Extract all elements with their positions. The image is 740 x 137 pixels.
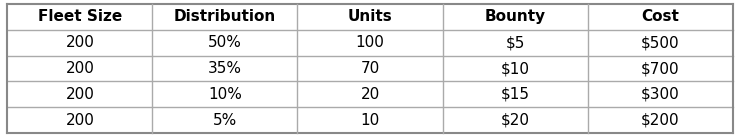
Text: 20: 20 [360, 87, 380, 102]
Text: Bounty: Bounty [485, 9, 545, 25]
Bar [443, 4, 588, 30]
Text: 200: 200 [65, 61, 95, 76]
Bar [7, 56, 152, 81]
Text: Distribution: Distribution [174, 9, 276, 25]
Bar [7, 4, 152, 30]
Bar [588, 107, 733, 133]
Text: $10: $10 [500, 61, 530, 76]
Text: 200: 200 [65, 112, 95, 128]
Bar [152, 81, 297, 107]
Bar [588, 56, 733, 81]
Bar [7, 30, 152, 56]
Text: 200: 200 [65, 87, 95, 102]
Bar [443, 107, 588, 133]
Text: $20: $20 [500, 112, 530, 128]
Bar [443, 30, 588, 56]
Text: 10: 10 [360, 112, 380, 128]
Bar [443, 81, 588, 107]
Text: $200: $200 [641, 112, 679, 128]
Bar [588, 81, 733, 107]
Text: 5%: 5% [213, 112, 237, 128]
Text: Fleet Size: Fleet Size [38, 9, 122, 25]
Text: 100: 100 [355, 35, 385, 50]
Bar [152, 4, 297, 30]
Text: $300: $300 [641, 87, 679, 102]
Bar [297, 107, 443, 133]
Bar [152, 56, 297, 81]
Bar [297, 4, 443, 30]
Bar [152, 30, 297, 56]
Text: 35%: 35% [208, 61, 242, 76]
Text: 10%: 10% [208, 87, 242, 102]
Text: $5: $5 [505, 35, 525, 50]
Bar [297, 81, 443, 107]
Text: Cost: Cost [641, 9, 679, 25]
Text: 200: 200 [65, 35, 95, 50]
Text: $700: $700 [641, 61, 679, 76]
Bar [152, 107, 297, 133]
Bar [297, 56, 443, 81]
Bar [443, 56, 588, 81]
Text: $15: $15 [500, 87, 530, 102]
Text: 50%: 50% [208, 35, 242, 50]
Bar [588, 30, 733, 56]
Text: 70: 70 [360, 61, 380, 76]
Text: Units: Units [348, 9, 392, 25]
Text: $500: $500 [641, 35, 679, 50]
Bar [7, 107, 152, 133]
Bar [297, 30, 443, 56]
Bar [588, 4, 733, 30]
Bar [7, 81, 152, 107]
